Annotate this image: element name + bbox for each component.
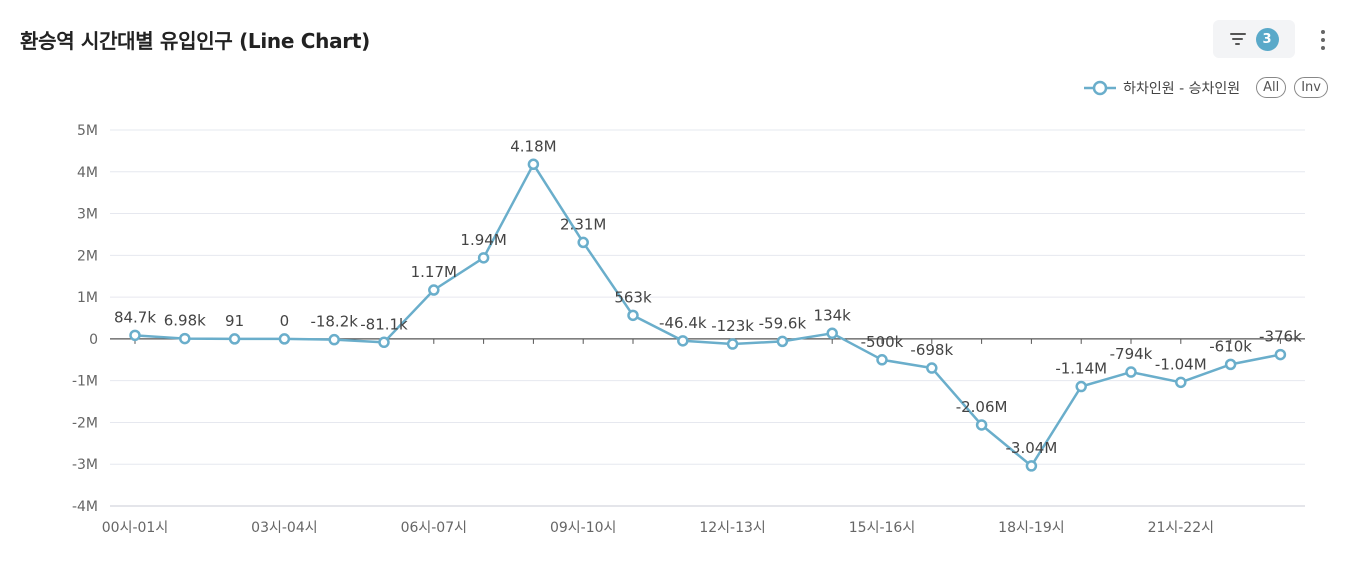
data-point: [926, 362, 938, 374]
x-tick-label: 03시-04시: [251, 520, 317, 536]
y-tick-label: 2M: [77, 248, 98, 264]
data-label: 1.17M: [411, 263, 457, 281]
data-label: -1.14M: [1055, 360, 1107, 378]
data-label: 0: [280, 312, 290, 330]
data-point: [1075, 380, 1087, 393]
x-tick-label: 15시-16시: [849, 520, 915, 536]
data-point: [1025, 460, 1038, 472]
data-label: -500k: [861, 333, 904, 351]
data-point: [179, 332, 191, 345]
data-point: [876, 354, 888, 366]
data-point: [477, 252, 490, 264]
data-label: 1.94M: [460, 231, 506, 249]
data-label: 6.98k: [164, 312, 206, 330]
data-label: 2.31M: [560, 215, 606, 233]
data-label: -123k: [711, 317, 754, 335]
y-tick-label: 1M: [77, 290, 98, 306]
data-label: -46.4k: [659, 314, 707, 332]
data-point: [726, 338, 739, 350]
data-label: 563k: [614, 288, 652, 306]
data-label: 134k: [814, 306, 852, 324]
data-point: [278, 333, 291, 345]
data-label: -610k: [1209, 337, 1252, 355]
more-options-button[interactable]: [1312, 25, 1334, 55]
y-tick-label: 3M: [77, 207, 98, 223]
legend-series-label: 하차인원 - 승차인원: [1123, 80, 1241, 97]
data-point: [1125, 366, 1137, 378]
filter-button[interactable]: 3: [1213, 20, 1295, 58]
data-point: [627, 309, 639, 322]
more-dot-icon: [1321, 46, 1325, 50]
y-tick-label: -3M: [72, 457, 98, 473]
more-dot-icon: [1321, 38, 1325, 42]
data-point: [1274, 348, 1287, 361]
y-tick-label: 5M: [77, 123, 98, 139]
data-label: -1.04M: [1155, 355, 1207, 373]
legend-item-series[interactable]: 하차인원 - 승차인원: [1083, 78, 1240, 98]
y-tick-label: -4M: [72, 499, 98, 515]
data-label: -18.2k: [310, 313, 358, 331]
data-label: 91: [225, 312, 244, 330]
data-point: [1224, 358, 1237, 371]
data-point: [228, 333, 241, 345]
legend-all-button[interactable]: All: [1256, 77, 1287, 98]
data-label: -794k: [1110, 345, 1153, 363]
data-label: 84.7k: [114, 308, 156, 326]
data-point: [677, 335, 689, 347]
page-title: 환승역 시간대별 유입인구 (Line Chart): [20, 29, 370, 53]
x-tick-label: 09시-10시: [550, 520, 616, 536]
y-tick-label: 4M: [77, 165, 98, 181]
series-line: [134, 163, 1281, 468]
data-point: [527, 158, 540, 171]
x-tick-label: 00시-01시: [102, 520, 168, 536]
data-label: -3.04M: [1006, 439, 1058, 457]
data-point: [776, 335, 789, 348]
data-point: [826, 327, 838, 340]
data-label: 4.18M: [510, 137, 556, 155]
data-point: [129, 329, 141, 342]
data-label: -376k: [1259, 328, 1302, 346]
data-label: -81.1k: [360, 315, 408, 333]
x-tick-label: 21시-22시: [1148, 520, 1214, 536]
more-dot-icon: [1321, 30, 1325, 34]
filter-icon: [1229, 33, 1246, 45]
filter-count-badge: 3: [1255, 27, 1279, 51]
x-tick-label: 18시-19시: [998, 520, 1064, 536]
chart-legend: 하차인원 - 승차인원 All Inv: [1083, 77, 1328, 98]
y-tick-label: -1M: [72, 374, 98, 390]
data-label: -698k: [910, 341, 953, 359]
legend-invert-button[interactable]: Inv: [1294, 77, 1328, 98]
y-tick-label: -2M: [72, 415, 98, 431]
data-point: [975, 419, 988, 431]
x-tick-label: 06시-07시: [401, 520, 467, 536]
data-point: [577, 236, 589, 249]
data-point: [328, 333, 340, 346]
y-tick-label: 0: [89, 332, 98, 348]
data-label: -2.06M: [956, 398, 1008, 416]
data-point: [428, 284, 440, 296]
x-tick-label: 12시-13시: [699, 520, 765, 536]
data-label: -59.6k: [759, 314, 807, 332]
data-point: [1175, 376, 1187, 389]
legend-line-marker-icon: [1084, 80, 1117, 95]
data-point: [378, 336, 390, 349]
